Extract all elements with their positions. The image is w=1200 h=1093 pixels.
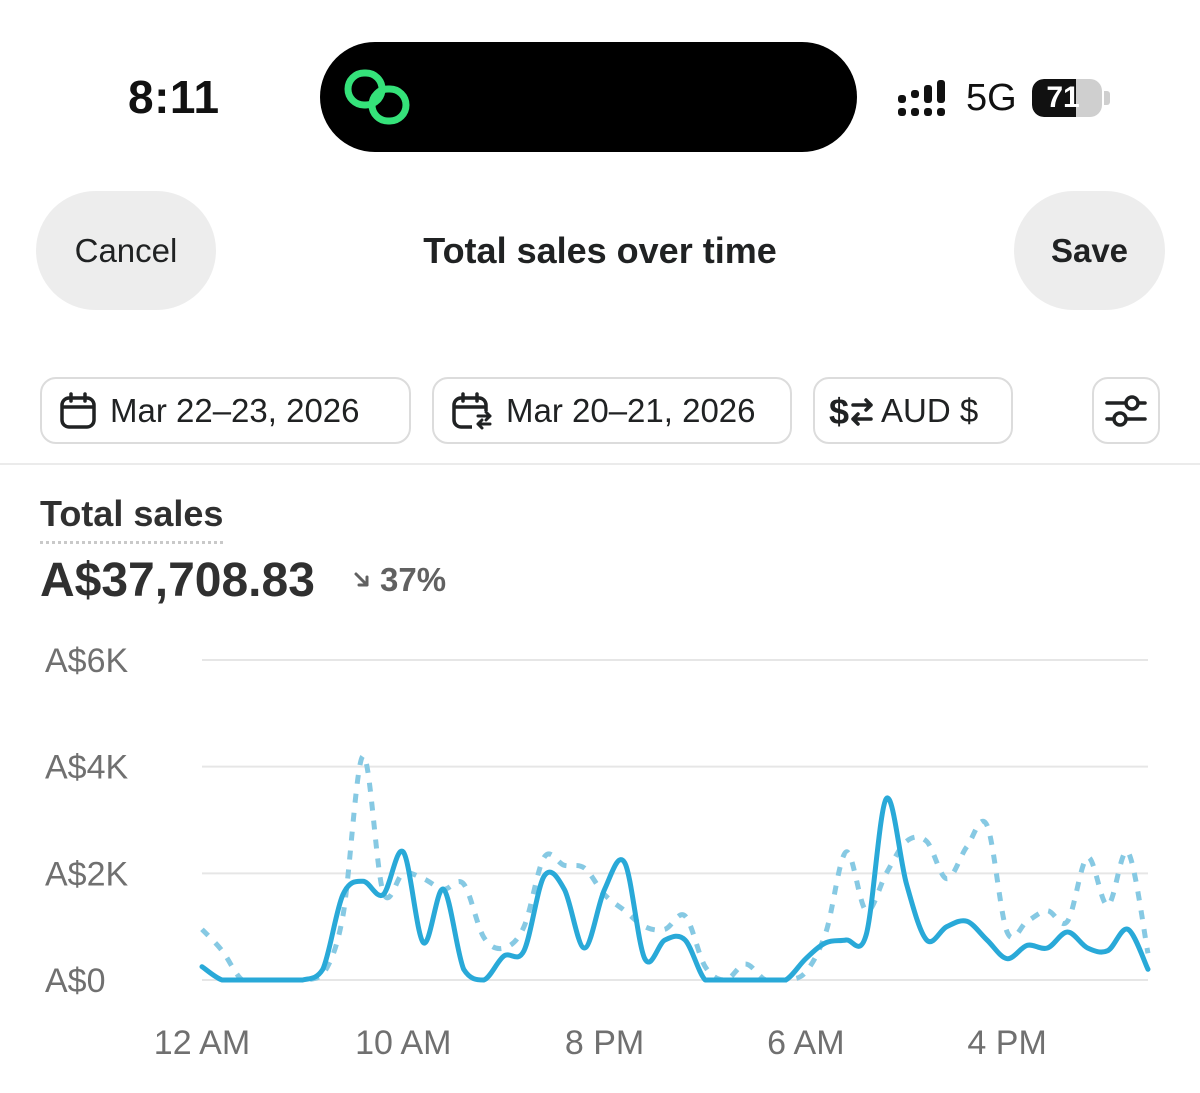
section-divider [0, 463, 1200, 465]
x-tick-label: 10 AM [355, 1024, 451, 1062]
network-type: 5G [966, 77, 1017, 119]
link-rings-icon [344, 69, 410, 125]
status-time: 8:11 [128, 71, 220, 123]
page-title: Total sales over time [423, 230, 777, 271]
currency-button[interactable]: $ AUD $ [813, 377, 1013, 444]
currency-label: AUD $ [881, 391, 979, 429]
y-tick-label: A$2K [45, 855, 128, 893]
svg-text:$: $ [829, 391, 849, 431]
chart-settings-button[interactable] [1092, 377, 1160, 444]
arrow-down-right-icon [354, 572, 369, 587]
dynamic-island [320, 42, 857, 152]
cellular-signal-icon [898, 80, 945, 116]
metric-change-value: 37% [380, 561, 447, 598]
cancel-button[interactable]: Cancel [36, 191, 216, 310]
compare-range-button[interactable]: Mar 20–21, 2026 [432, 377, 792, 444]
calendar-compare-icon [452, 391, 492, 429]
chart-series [199, 753, 1151, 983]
chart-grid [202, 659, 1148, 981]
x-tick-label: 8 PM [565, 1024, 644, 1062]
metric-change: 37% [352, 561, 446, 599]
date-range-button[interactable]: Mar 22–23, 2026 [40, 377, 411, 444]
y-tick-label: A$4K [45, 749, 128, 787]
x-axis-labels: 12 AM 10 AM 8 PM 6 AM 4 PM [154, 1024, 1047, 1062]
primary-series-line [199, 795, 1151, 983]
y-tick-label: A$6K [45, 642, 128, 680]
battery-nub [1104, 91, 1110, 105]
currency-exchange-icon: $ [829, 391, 873, 431]
date-range-label: Mar 22–23, 2026 [110, 391, 360, 429]
comparison-series-line [200, 753, 1151, 983]
x-tick-label: 4 PM [967, 1024, 1046, 1062]
metric-label[interactable]: Total sales [40, 493, 224, 544]
metric-value: A$37,708.83 [40, 554, 315, 607]
compare-range-label: Mar 20–21, 2026 [506, 391, 756, 429]
save-button[interactable]: Save [1014, 191, 1165, 310]
x-tick-label: 12 AM [154, 1024, 250, 1062]
battery-percent: 71 [1046, 81, 1080, 114]
sliders-icon [1105, 394, 1147, 427]
sales-line-chart[interactable]: A$0 A$2K A$4K A$6K 12 AM 10 AM 8 PM 6 AM 4 PM [0, 620, 1200, 1090]
calendar-icon [60, 391, 96, 429]
x-tick-label: 6 AM [767, 1024, 844, 1062]
battery-level [1032, 79, 1076, 117]
y-axis-labels: A$0 A$2K A$4K A$6K [45, 642, 128, 1000]
battery-icon: 71 [1032, 79, 1102, 117]
y-tick-label: A$0 [45, 962, 106, 1000]
